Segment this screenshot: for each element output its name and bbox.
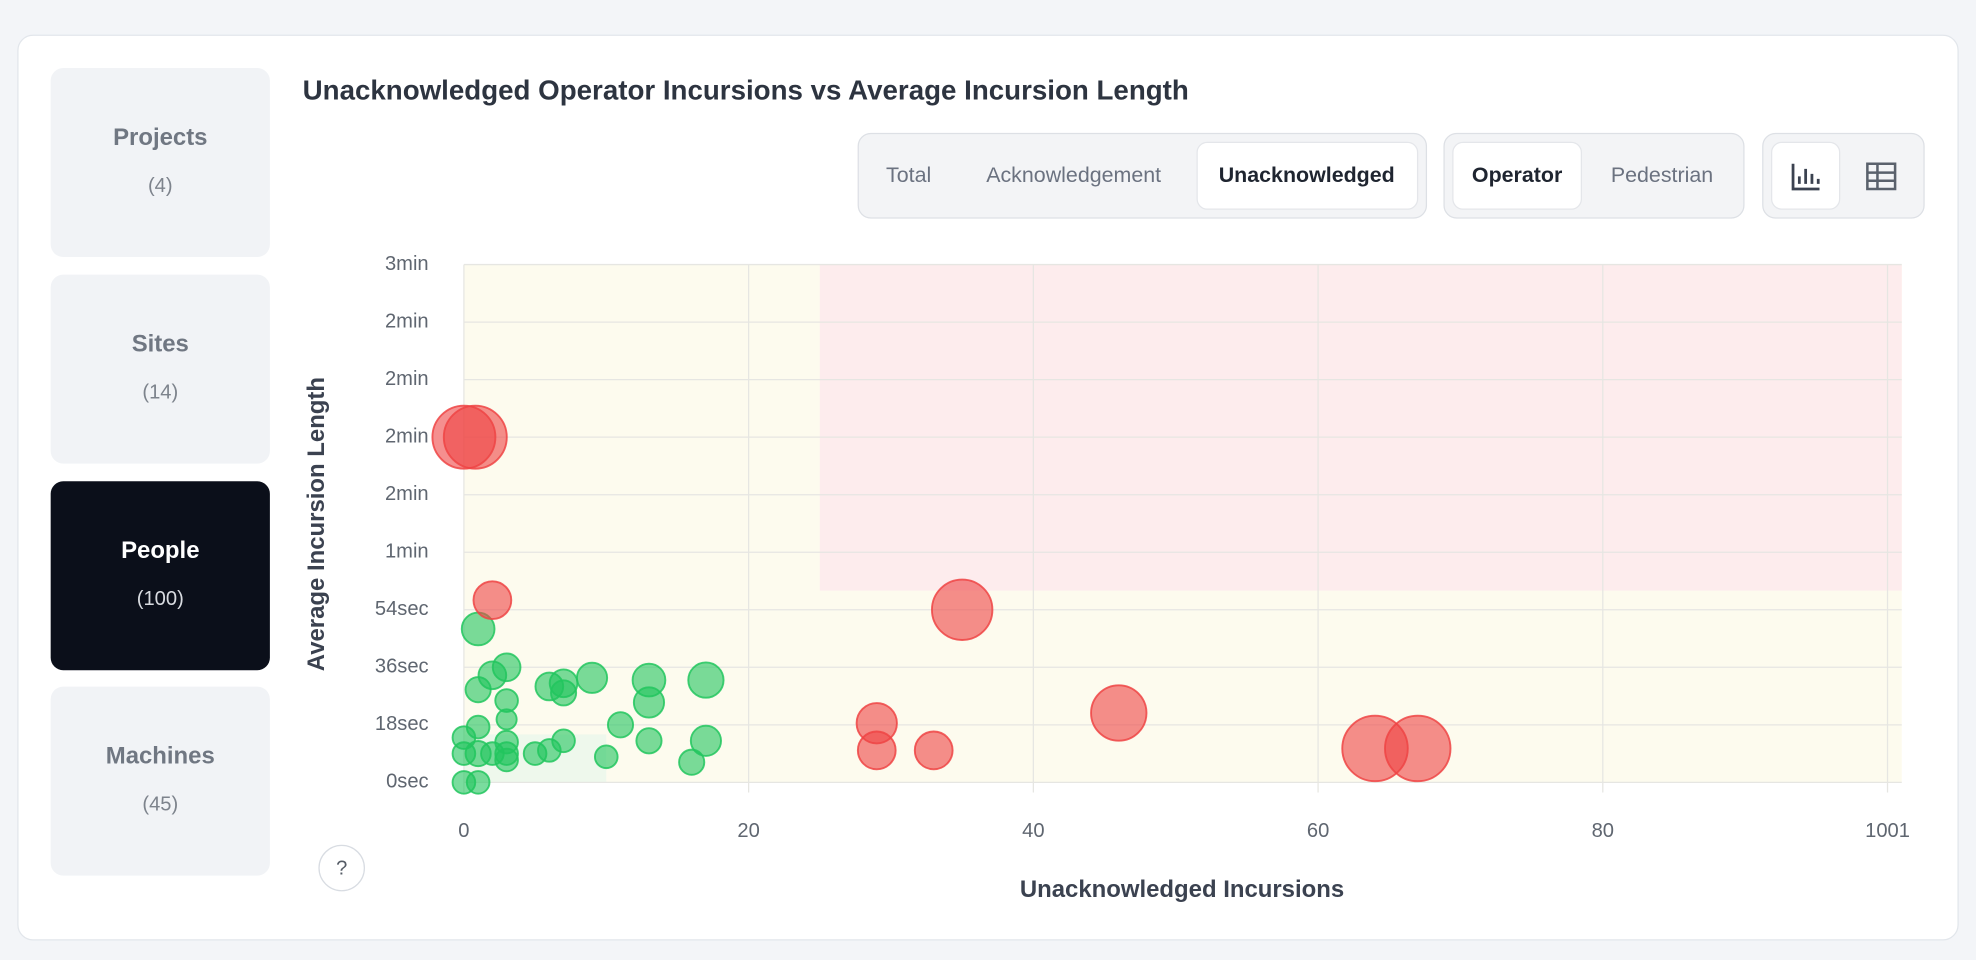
y-tick-label: 0sec bbox=[386, 771, 429, 793]
bubble bbox=[632, 686, 666, 719]
help-button[interactable] bbox=[318, 844, 366, 892]
toggle-option[interactable]: Operator bbox=[1472, 163, 1562, 187]
sidebar-item-count[interactable]: (14) bbox=[142, 381, 178, 403]
bubble bbox=[687, 661, 725, 699]
bubble bbox=[913, 730, 954, 771]
bubble bbox=[495, 708, 518, 731]
sidebar: Projects (4) Sites (14) People (100) Machines (… bbox=[50, 68, 270, 876]
y-tick-label: 2min bbox=[385, 483, 429, 505]
x-tick-label: 60 bbox=[1307, 820, 1329, 842]
y-tick-label: 2min bbox=[385, 310, 429, 332]
bubble bbox=[606, 711, 635, 739]
x-axis-label: Unacknowledged Incursions bbox=[1020, 876, 1344, 903]
toolbar: Total Acknowledgement Unacknowledged Operat… bbox=[857, 132, 1925, 219]
y-tick-label: 3min bbox=[385, 253, 429, 275]
toggle-selected[interactable] bbox=[1452, 141, 1583, 210]
chart-view-icon[interactable] bbox=[1791, 163, 1820, 191]
sidebar-item[interactable] bbox=[50, 481, 270, 671]
bubble bbox=[930, 578, 994, 641]
toggle-selected[interactable] bbox=[1196, 141, 1419, 210]
sidebar-item-count[interactable]: (4) bbox=[148, 175, 173, 197]
sidebar-item-count[interactable]: (45) bbox=[142, 793, 178, 815]
x-tick-label: 80 bbox=[1592, 820, 1614, 842]
sidebar-item[interactable] bbox=[50, 686, 270, 876]
bubble bbox=[1090, 684, 1148, 742]
y-tick-label: 2min bbox=[385, 368, 429, 390]
bubble bbox=[575, 661, 609, 694]
toggle-option[interactable]: Total bbox=[886, 163, 931, 187]
bubble bbox=[635, 727, 663, 755]
y-axis-label: Average Incursion Length bbox=[303, 377, 330, 671]
help-label[interactable]: ? bbox=[336, 858, 347, 880]
y-tick-label: 36sec bbox=[375, 656, 429, 678]
sidebar-item-label[interactable]: Sites bbox=[132, 331, 189, 358]
x-tick-label: 0 bbox=[458, 820, 469, 842]
bubble bbox=[856, 730, 897, 771]
bubble bbox=[550, 679, 578, 707]
bubble bbox=[491, 652, 522, 683]
sidebar-item-count[interactable]: (100) bbox=[137, 588, 184, 610]
table-view-icon[interactable] bbox=[1866, 162, 1897, 191]
bubble bbox=[593, 744, 619, 770]
x-tick-label: 20 bbox=[737, 820, 759, 842]
zone bbox=[819, 264, 1902, 591]
y-tick-label: 54sec bbox=[375, 598, 429, 620]
bubble bbox=[472, 580, 513, 621]
sidebar-item-label[interactable]: Machines bbox=[106, 742, 215, 769]
bubble bbox=[1384, 714, 1452, 783]
sidebar-item-label[interactable]: Projects bbox=[113, 124, 207, 151]
bubble bbox=[465, 770, 491, 795]
bubble bbox=[678, 748, 706, 776]
sidebar-item-label[interactable]: People bbox=[121, 537, 199, 564]
bubble bbox=[494, 747, 519, 773]
y-tick-label: 18sec bbox=[375, 713, 429, 735]
plot: 0sec 18sec 36sec 54sec 1min 2min 2min 2min 2min 3… bbox=[375, 253, 1910, 842]
y-tick-label: 1min bbox=[385, 541, 429, 563]
x-tick-label: 1001 bbox=[1865, 820, 1910, 842]
x-tick-label: 40 bbox=[1022, 820, 1044, 842]
bubble bbox=[689, 724, 722, 757]
y-tick-label: 2min bbox=[385, 425, 429, 447]
toggle-option[interactable]: Acknowledgement bbox=[986, 163, 1161, 187]
bubble bbox=[551, 728, 576, 754]
toggle-option[interactable]: Unacknowledged bbox=[1219, 163, 1395, 187]
toggle-option[interactable]: Pedestrian bbox=[1611, 163, 1713, 187]
sidebar-item[interactable] bbox=[50, 274, 270, 464]
bubble bbox=[442, 404, 508, 470]
chart-title: Unacknowledged Operator Incursions vs Av… bbox=[303, 74, 1189, 105]
sidebar-item[interactable] bbox=[50, 68, 270, 258]
